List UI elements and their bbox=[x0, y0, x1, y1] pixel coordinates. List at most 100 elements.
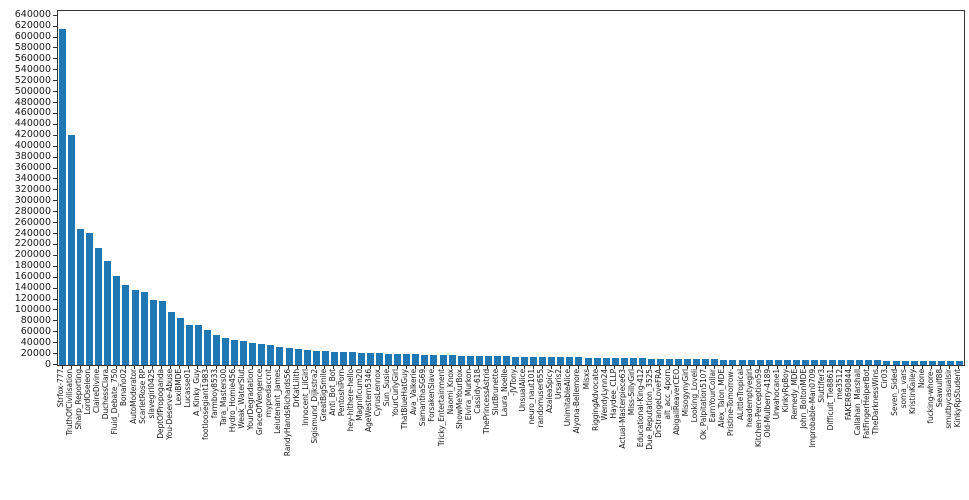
x-tick bbox=[695, 365, 697, 369]
bar bbox=[376, 353, 384, 365]
x-tick bbox=[786, 365, 788, 369]
y-tick bbox=[53, 47, 57, 49]
bar bbox=[330, 351, 338, 365]
x-tick bbox=[152, 365, 154, 369]
bar bbox=[258, 344, 266, 365]
bar bbox=[312, 350, 320, 365]
y-tick-label: 380000 bbox=[14, 151, 51, 163]
bar bbox=[955, 360, 963, 365]
x-tick bbox=[233, 365, 235, 369]
y-tick-label: 260000 bbox=[14, 216, 51, 228]
x-tick bbox=[550, 365, 552, 369]
x-tick bbox=[106, 365, 108, 369]
x-tick bbox=[278, 365, 280, 369]
bar bbox=[620, 358, 628, 365]
y-tick bbox=[53, 254, 57, 256]
y-tick-label: 620000 bbox=[14, 20, 51, 32]
x-tick-label: Pristine-Tomorrow- bbox=[726, 369, 736, 437]
bar bbox=[548, 357, 556, 365]
bar bbox=[892, 360, 900, 365]
x-tick bbox=[523, 365, 525, 369]
bar bbox=[493, 356, 501, 365]
x-tick bbox=[88, 365, 90, 369]
x-tick bbox=[731, 365, 733, 369]
bar bbox=[856, 360, 864, 365]
x-tick bbox=[315, 365, 317, 369]
y-tick-label: 120000 bbox=[14, 293, 51, 304]
x-tick bbox=[505, 365, 507, 369]
bar bbox=[231, 340, 239, 365]
bar bbox=[240, 341, 248, 365]
x-tick bbox=[777, 365, 779, 369]
x-tick-label: ForsakenSlave bbox=[427, 369, 437, 422]
bar bbox=[86, 233, 94, 365]
x-tick bbox=[115, 365, 117, 369]
x-tick bbox=[161, 365, 163, 369]
bar bbox=[421, 354, 429, 365]
bar bbox=[213, 334, 221, 365]
bar bbox=[122, 284, 130, 365]
y-tick-label: 460000 bbox=[14, 107, 51, 119]
x-tick bbox=[641, 365, 643, 369]
x-tick bbox=[124, 365, 126, 369]
y-tick-label: 40000 bbox=[20, 336, 51, 348]
bar bbox=[167, 311, 175, 365]
bar bbox=[394, 353, 402, 365]
y-tick bbox=[53, 222, 57, 224]
x-tick bbox=[885, 365, 887, 369]
bar bbox=[539, 356, 547, 365]
bar bbox=[928, 360, 936, 365]
bar bbox=[783, 359, 791, 365]
y-tick bbox=[53, 112, 57, 114]
bar bbox=[457, 355, 465, 365]
bar bbox=[693, 359, 701, 365]
y-tick bbox=[53, 156, 57, 158]
x-tick bbox=[224, 365, 226, 369]
bar bbox=[811, 360, 818, 365]
bar bbox=[303, 350, 311, 365]
bar bbox=[738, 359, 746, 365]
bar bbox=[430, 354, 438, 365]
x-tick bbox=[79, 365, 81, 369]
y-tick-label: 340000 bbox=[14, 172, 51, 184]
x-tick bbox=[750, 365, 752, 369]
bar bbox=[358, 352, 365, 365]
bar bbox=[140, 291, 148, 365]
bar bbox=[946, 360, 954, 365]
bar bbox=[484, 356, 492, 365]
bar bbox=[294, 349, 302, 365]
x-tick bbox=[197, 365, 199, 369]
x-tick-label: Alyona-Bellemore bbox=[572, 369, 582, 434]
bar bbox=[249, 343, 257, 365]
bar bbox=[276, 347, 284, 365]
x-tick bbox=[451, 365, 453, 369]
x-tick bbox=[759, 365, 761, 369]
x-tick bbox=[650, 365, 652, 369]
y-tick-label: 400000 bbox=[14, 140, 51, 152]
bar bbox=[95, 247, 103, 365]
x-tick bbox=[876, 365, 878, 369]
x-tick bbox=[668, 365, 670, 369]
x-tick bbox=[596, 365, 598, 369]
bar bbox=[131, 289, 139, 365]
bar bbox=[104, 261, 112, 365]
y-tick-label: 500000 bbox=[14, 85, 51, 97]
y-tick bbox=[53, 298, 57, 300]
x-tick bbox=[414, 365, 416, 369]
x-tick bbox=[605, 365, 607, 369]
x-tick-label: AutoModerator bbox=[128, 369, 138, 424]
bar bbox=[656, 358, 664, 365]
bar bbox=[439, 355, 447, 365]
x-tick bbox=[306, 365, 308, 369]
x-tick bbox=[215, 365, 217, 369]
bar bbox=[367, 353, 375, 365]
x-tick-label: Misxs bbox=[581, 369, 591, 390]
bar bbox=[747, 359, 755, 365]
bar bbox=[222, 338, 230, 365]
y-tick-label: 220000 bbox=[14, 238, 51, 250]
y-tick bbox=[53, 309, 57, 311]
bar bbox=[149, 299, 157, 365]
bar bbox=[666, 358, 674, 365]
bar bbox=[820, 360, 828, 365]
y-tick bbox=[53, 58, 57, 60]
